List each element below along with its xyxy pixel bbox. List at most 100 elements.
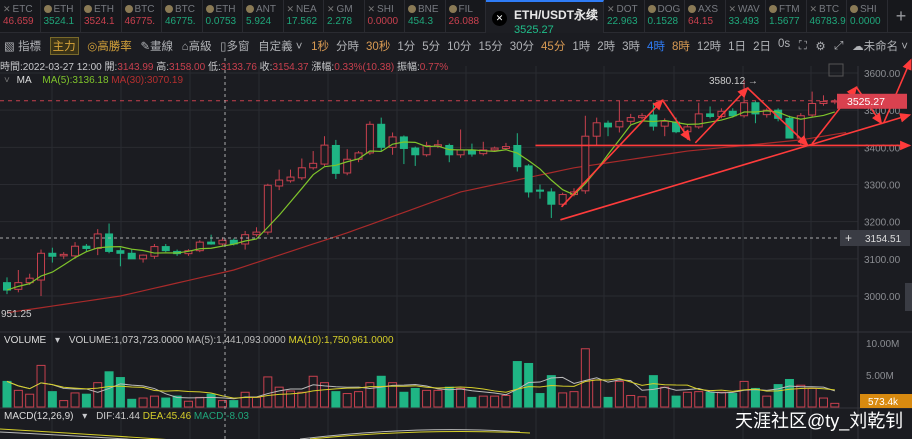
ticker-name: ✕ SHI [368, 4, 405, 15]
change-label: 漲幅: [308, 62, 335, 73]
interval-7[interactable]: 30分 [509, 41, 535, 53]
volume-bar-down [603, 396, 613, 408]
expand-icon[interactable]: ⤢ [834, 39, 844, 52]
macd-legend[interactable]: MACD(12,26,9) ▾ DIF:41.44 DEA:45.46 MACD… [4, 411, 249, 422]
volume-bar-up [149, 395, 159, 408]
interval-0[interactable]: 1秒 [311, 41, 330, 53]
ticker-tab[interactable]: ✕ NEA 17.562 [284, 0, 324, 33]
close-value: 3154.37 [272, 62, 309, 73]
ticker-tab[interactable]: ✕ BTC 46783.9 [807, 0, 847, 33]
tab-active-symbol[interactable]: ✕ ETH/USDT永续 3525.27 [486, 0, 604, 33]
ticker-price: 46775. [165, 15, 196, 27]
ma-legend[interactable]: ˅ MA MA(5):3136.18 MA(30):3070.19 [4, 75, 183, 86]
custom-dropdown[interactable]: 自定義 ˅ [258, 41, 303, 53]
candle-up [297, 167, 306, 179]
interval-5[interactable]: 10分 [447, 41, 472, 53]
change-value: 0.33%(10.38) [334, 62, 395, 73]
exchange-logo-icon: ✕ [492, 10, 507, 26]
ticker-tab[interactable]: DOG 0.1528 [645, 0, 685, 33]
interval-4[interactable]: 5分 [422, 41, 441, 53]
volume-bar-up [694, 391, 704, 408]
candle-down [535, 189, 544, 192]
multiwindow-button[interactable]: ▯多窗 [220, 41, 250, 53]
interval-6[interactable]: 15分 [478, 41, 503, 53]
candle-up [626, 117, 635, 122]
draw-button[interactable]: ✎畫線 [140, 41, 174, 53]
candle-up [25, 277, 34, 284]
interval-17[interactable]: 0s [777, 38, 791, 50]
layout-dropdown[interactable]: ☁未命名 ˅ [852, 41, 908, 53]
volume-bar-down [750, 387, 760, 408]
ticker-tab[interactable]: ANT 5.924 [243, 0, 284, 33]
winrate-button[interactable]: ◎高勝率 [87, 41, 132, 53]
volume-bar-up [354, 391, 364, 408]
ticker-tab[interactable]: SHI 0.0000 [847, 0, 888, 33]
ticker-tab[interactable]: AXS 64.15 [685, 0, 726, 33]
ticker-tab[interactable]: ✕ WAV 33.493 [726, 0, 766, 33]
ticker-tab[interactable]: BNE 454.3 [405, 0, 446, 33]
interval-9[interactable]: 1時 [572, 41, 591, 53]
candle-down [48, 252, 57, 257]
interval-10[interactable]: 2時 [597, 41, 616, 53]
caret-down-icon[interactable]: ▾ [55, 335, 61, 346]
ticker-tab[interactable]: ETH 0.0753 [203, 0, 243, 33]
ticker-name: ETH/USDT永续 [514, 6, 603, 23]
candle-up [660, 120, 669, 127]
interval-12[interactable]: 4時 [647, 41, 665, 53]
ticker-tab[interactable]: ✕ SHI 0.0000 [365, 0, 405, 33]
candle-down [331, 144, 340, 174]
ticker-price: 17.562 [286, 15, 318, 27]
interval-3[interactable]: 1分 [397, 41, 416, 53]
volume-bar-up [433, 389, 443, 408]
caret-down-icon[interactable]: ▾ [82, 411, 88, 422]
fullscreen-icon[interactable]: ⛶ [798, 39, 807, 52]
candle-up [195, 241, 204, 252]
ticker-tab[interactable]: BTC 46775. [162, 0, 203, 33]
interval-16[interactable]: 2日 [753, 41, 771, 53]
volume-bar-up [240, 391, 250, 408]
scroll-handle[interactable] [905, 283, 912, 311]
ticker-tab[interactable]: FIL 26.088 [446, 0, 486, 33]
ma30-value: MA(30):3070.19 [111, 75, 184, 86]
ticker-symbol: FTM [779, 3, 800, 15]
volume-bar-down [47, 391, 57, 408]
candle-up [59, 253, 68, 257]
chevron-down-icon[interactable]: ˅ [4, 75, 10, 86]
interval-8[interactable]: 45分 [541, 41, 566, 53]
candle-down [411, 147, 420, 156]
watermark: 天涯社区@ty_刘乾钊 [735, 411, 904, 431]
ticker-tab[interactable]: ✕ ETC 46.659 [0, 0, 41, 33]
ticker-price: 5.924 [246, 15, 272, 27]
interval-1[interactable]: 分時 [336, 41, 360, 53]
ticker-tab[interactable]: ✕ DOT 22.963 [604, 0, 645, 33]
main-badge[interactable]: 主力 [49, 37, 79, 55]
ticker-tab[interactable]: FTM 1.5677 [766, 0, 807, 33]
macd-value: MACD:-8.03 [193, 411, 249, 422]
interval-15[interactable]: 1日 [728, 41, 747, 53]
add-tab-button[interactable]: + [895, 5, 907, 26]
ticker-name: ETH [205, 4, 243, 15]
ticker-tab[interactable]: ETH 3524.1 [81, 0, 122, 33]
y-tick-label: 3000.00 [864, 292, 901, 303]
ticker-tab[interactable]: BTC 46775. [122, 0, 162, 33]
ticker-tab[interactable]: ETH 3524.1 [41, 0, 81, 33]
indicator-button[interactable]: ▧ 指標 [4, 41, 42, 53]
ticker-name: ANT [246, 4, 283, 15]
ticker-price: 454.3 [408, 15, 434, 27]
volume-bar-down [331, 391, 341, 408]
interval-2[interactable]: 30秒 [366, 41, 391, 53]
volume-bar-up [478, 395, 488, 408]
interval-13[interactable]: 8時 [671, 41, 690, 53]
interval-11[interactable]: 3時 [622, 41, 641, 53]
volume-bar-up [422, 389, 432, 408]
candle-up [581, 135, 590, 192]
volume-legend[interactable]: VOLUME ▾ VOLUME:1,073,723.0000 MA(5):1,4… [4, 335, 394, 346]
volume-last-label: 573.4k [868, 397, 899, 408]
ticker-tab[interactable]: ✕ GM 2.278 [324, 0, 365, 33]
settings-icon[interactable]: ⚙ [815, 41, 826, 53]
interval-14[interactable]: 12時 [696, 41, 722, 53]
coin-icon [448, 5, 457, 13]
advanced-button[interactable]: ⌂高級 [181, 41, 212, 53]
min-price-label: 951.25 [1, 309, 32, 320]
